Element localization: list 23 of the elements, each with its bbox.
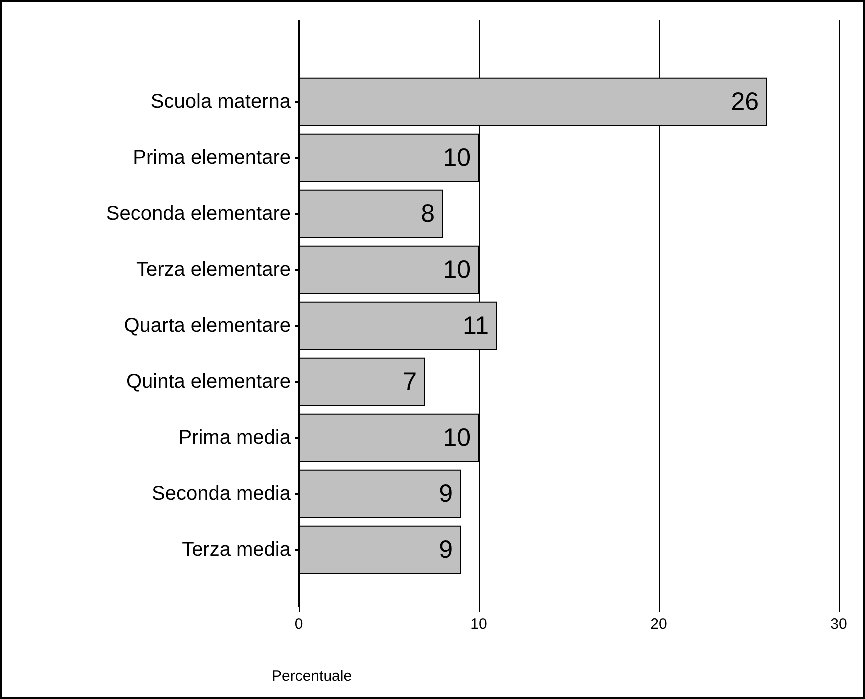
- y-tick-label: Seconda elementare: [106, 203, 291, 225]
- data-label: 10: [443, 144, 471, 172]
- data-label: 7: [403, 368, 417, 396]
- y-tick-label: Prima elementare: [133, 147, 291, 169]
- x-tick-label: 0: [294, 616, 304, 633]
- data-label: 10: [443, 256, 471, 284]
- data-label: 9: [439, 480, 453, 508]
- data-label: 26: [731, 88, 759, 116]
- data-label: 10: [443, 424, 471, 452]
- y-tick-label: Quinta elementare: [126, 371, 291, 393]
- y-tick-label: Terza media: [182, 539, 292, 561]
- y-tick-label: Scuola materna: [150, 91, 292, 113]
- x-tick-label: 20: [650, 616, 668, 633]
- y-tick-label: Prima media: [178, 427, 292, 449]
- data-label: 11: [463, 312, 489, 340]
- data-label: 8: [421, 200, 435, 228]
- x-axis-title: Percentuale: [272, 668, 352, 685]
- y-tick-label: Seconda media: [152, 483, 292, 505]
- y-tick-label: Quarta elementare: [124, 315, 291, 337]
- x-tick-label: 10: [470, 616, 488, 633]
- x-tick-label: 30: [830, 616, 848, 633]
- y-tick-label: Terza elementare: [136, 259, 291, 281]
- data-label: 9: [439, 536, 453, 564]
